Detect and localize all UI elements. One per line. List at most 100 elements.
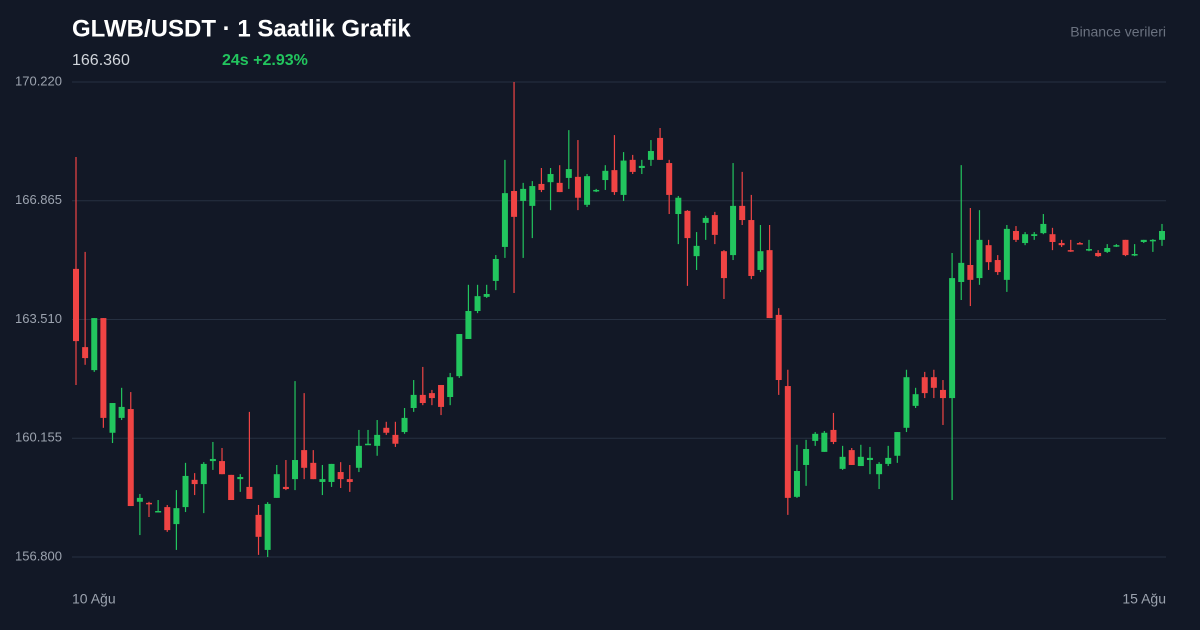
candle-body (155, 510, 162, 513)
candle-body (912, 394, 919, 406)
candle-body (328, 463, 335, 482)
change: 24s +2.93% (222, 52, 308, 69)
candle-body (666, 163, 673, 195)
candle-body (310, 462, 317, 480)
candle-body (611, 170, 618, 193)
candle-body (237, 477, 244, 480)
candle-body (930, 377, 937, 388)
candle-body (821, 432, 828, 452)
candle-body (1104, 248, 1111, 252)
candle-body (483, 294, 490, 297)
candle-body (383, 427, 390, 433)
candle-body (91, 318, 98, 371)
candle-body (684, 210, 691, 239)
candle-body (711, 215, 718, 235)
candle-body (1040, 223, 1047, 234)
candle-body (638, 165, 645, 169)
candle-body (374, 434, 381, 446)
candle-body (292, 460, 299, 480)
candle-body (885, 457, 892, 464)
candle-body (438, 384, 445, 407)
candle-body (812, 433, 819, 441)
candle-body (1067, 250, 1074, 252)
candle-body (511, 191, 518, 217)
candle-body (474, 296, 481, 312)
candle-body (876, 463, 883, 475)
candle-body (1095, 252, 1102, 257)
x-tick-label: 10 Ağu (72, 591, 116, 607)
candle-body (620, 160, 627, 195)
candle-body (282, 486, 289, 490)
y-tick-label: 166.865 (15, 192, 62, 207)
candle-body (830, 429, 837, 442)
candle-body (164, 507, 171, 531)
candle-body (401, 417, 408, 433)
candle-body (529, 186, 536, 206)
candle-body (337, 472, 344, 480)
candle-body (118, 406, 125, 418)
candle-body (1031, 234, 1038, 236)
candle-body (748, 220, 755, 276)
candle-body (1159, 231, 1165, 240)
candle-body (136, 497, 143, 502)
candle-body (146, 502, 153, 505)
candle-body (994, 260, 1001, 273)
candle-body (1122, 239, 1129, 256)
y-tick-label: 163.510 (15, 311, 62, 326)
candle-body (419, 394, 426, 404)
x-tick-label: 15 Ağu (1122, 591, 1166, 607)
candle-body (492, 258, 499, 281)
chart-title: GLWB/USDT · 1 Saatlik Grafik (72, 15, 411, 42)
candle-body (739, 205, 746, 221)
candle-body (200, 463, 207, 485)
price: 166.360 (72, 52, 130, 69)
candle-body (255, 514, 262, 537)
candle-body (465, 311, 472, 339)
candle-body (1149, 239, 1156, 242)
candle-body (173, 508, 180, 525)
candle-body (392, 434, 399, 444)
candle-body (219, 461, 226, 475)
candle-body (428, 393, 435, 399)
candle-body (209, 458, 216, 462)
candle-body (1003, 228, 1010, 280)
candle-body (757, 251, 764, 270)
candle-body (456, 334, 463, 377)
candle-body (985, 245, 992, 263)
candle-body (866, 457, 873, 461)
candle-body (775, 314, 782, 381)
candle-body (657, 137, 664, 160)
candle-body (939, 389, 946, 399)
candle-body (355, 445, 362, 468)
candle-body (949, 278, 956, 399)
candle-body (273, 474, 280, 498)
candle-body (693, 245, 700, 257)
candle-body (921, 377, 928, 394)
candle-body (1058, 243, 1065, 246)
candle-body (1022, 234, 1029, 244)
candle-body (967, 264, 974, 280)
candle-body (109, 403, 116, 433)
candle-body (1012, 231, 1019, 240)
candle-body (228, 474, 235, 501)
candle-body (793, 470, 800, 497)
candle-body (976, 239, 983, 279)
candle-body (647, 151, 654, 160)
candle-body (1085, 249, 1092, 251)
candle-body (629, 159, 636, 172)
candle-body (410, 394, 417, 408)
y-tick-label: 170.220 (15, 73, 62, 88)
candle-body (1076, 243, 1083, 245)
candle-body (958, 262, 965, 282)
candle-body (894, 432, 901, 456)
candle-body (520, 188, 527, 201)
candle-body (903, 377, 910, 428)
candle-body (848, 450, 855, 465)
candle-body (565, 169, 572, 178)
candle-body (675, 197, 682, 215)
candle-body (501, 193, 508, 247)
candle-body (301, 450, 308, 468)
